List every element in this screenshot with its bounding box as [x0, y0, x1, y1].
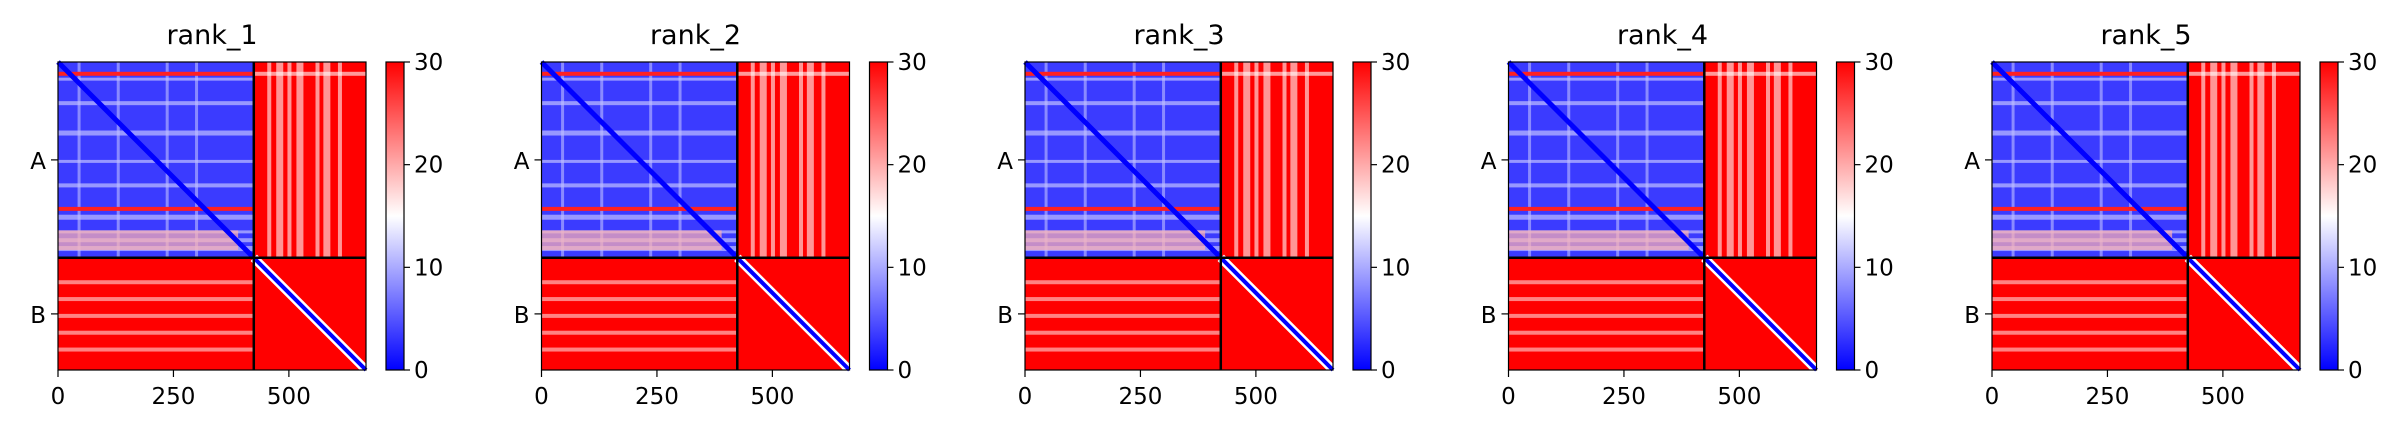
chain-ba-block	[1508, 280, 1705, 352]
panel-4: rank_4 A B 0 250 500 0 10 20 30	[1481, 20, 1894, 410]
chain-ba-block	[1025, 280, 1221, 352]
colorbar-gradient	[1352, 61, 1372, 371]
y-tick-label: A	[1964, 149, 1980, 175]
x-tick-label: 0	[1501, 384, 1516, 410]
x-tick-label: 250	[1602, 384, 1646, 410]
heatmap	[539, 60, 853, 374]
panel-2: rank_2 A B 0 250 500 0 10 20 30	[514, 20, 927, 410]
chain-ab-block	[1704, 62, 1817, 258]
x-tick-label: 500	[1234, 384, 1278, 410]
y-tick-label: A	[30, 149, 46, 175]
colorbar-tick-label: 0	[898, 358, 913, 384]
colorbar: 0 10 20 30	[1352, 50, 1410, 384]
chain-ba-block	[541, 280, 738, 352]
colorbar-tick-label: 0	[414, 358, 429, 384]
colorbar: 0 10 20 30	[2319, 50, 2377, 384]
chain-b-block	[2184, 254, 2304, 374]
colorbar-tick-label: 20	[1865, 153, 1894, 179]
y-tick-label: A	[997, 149, 1013, 175]
chain-a-block	[1990, 60, 2190, 260]
panel-title: rank_5	[2100, 20, 2191, 51]
panel-title: rank_2	[650, 20, 741, 51]
chain-ab-block	[1220, 62, 1333, 258]
colorbar-tick-label: 20	[1381, 153, 1410, 179]
y-tick-label: B	[514, 303, 530, 329]
colorbar-tick-label: 10	[2348, 255, 2377, 281]
chain-a-block	[539, 60, 740, 260]
x-tick-label: 500	[267, 384, 311, 410]
heatmap	[1506, 60, 1820, 374]
colorbar: 0 10 20 30	[385, 50, 443, 384]
panel-title: rank_1	[166, 20, 257, 51]
chain-ba-block	[1992, 280, 2188, 352]
heatmap-frame	[57, 61, 367, 371]
x-tick-label: 250	[2085, 384, 2129, 410]
colorbar-tick-label: 10	[898, 255, 927, 281]
heatmap-frame	[1991, 61, 2301, 371]
y-tick-label: A	[514, 149, 530, 175]
x-tick-label: 250	[635, 384, 679, 410]
colorbar-gradient	[2319, 61, 2339, 371]
chain-ab-block	[253, 62, 366, 258]
heatmap-frame	[1507, 61, 1818, 371]
heatmap	[1990, 60, 2304, 374]
chain-a-block	[1506, 60, 1707, 260]
colorbar-gradient	[385, 61, 405, 371]
colorbar-tick-label: 10	[1865, 255, 1894, 281]
chain-ba-block	[58, 280, 254, 352]
colorbar-tick-label: 20	[2348, 153, 2377, 179]
colorbar-gradient	[868, 61, 889, 371]
colorbar-tick-label: 0	[2348, 358, 2363, 384]
chain-a-block	[56, 60, 256, 260]
chain-a-block	[1023, 60, 1223, 260]
x-tick-label: 500	[750, 384, 794, 410]
y-tick-label: B	[1964, 303, 1980, 329]
colorbar-tick-label: 0	[1381, 358, 1396, 384]
panel-title: rank_4	[1617, 20, 1708, 51]
x-tick-label: 500	[2201, 384, 2245, 410]
heatmap-frame	[540, 61, 851, 371]
colorbar-tick-label: 0	[1865, 358, 1880, 384]
colorbar-tick-label: 30	[898, 50, 927, 76]
x-tick-label: 250	[1118, 384, 1162, 410]
panel-title: rank_3	[1133, 20, 1224, 51]
y-tick-label: B	[30, 303, 46, 329]
chain-b-block	[1217, 254, 1337, 374]
colorbar-tick-label: 30	[2348, 50, 2377, 76]
y-tick-label: B	[997, 303, 1013, 329]
colorbar-tick-label: 30	[1381, 50, 1410, 76]
y-tick-label: A	[1481, 149, 1497, 175]
panel-5: rank_5 A B 0 250 500 0 10 20 30	[1964, 20, 2377, 410]
x-tick-label: 250	[151, 384, 195, 410]
colorbar-tick-label: 10	[1381, 255, 1410, 281]
chain-ab-block	[2187, 62, 2300, 258]
x-tick-label: 500	[1717, 384, 1761, 410]
x-tick-label: 0	[1018, 384, 1033, 410]
colorbar: 0 10 20 30	[868, 50, 927, 384]
colorbar-tick-label: 20	[898, 153, 927, 179]
chain-ab-block	[737, 62, 850, 258]
colorbar-gradient	[1835, 61, 1856, 371]
colorbar-tick-label: 30	[414, 50, 443, 76]
x-tick-label: 0	[51, 384, 66, 410]
heatmap-frame	[1024, 61, 1334, 371]
x-tick-label: 0	[534, 384, 549, 410]
chain-b-block	[734, 254, 853, 374]
colorbar-tick-label: 20	[414, 153, 443, 179]
panel-1: rank_1 A B 0 250 500 0 10 20 30	[30, 20, 443, 410]
y-tick-label: B	[1481, 303, 1497, 329]
chain-b-block	[1701, 254, 1820, 374]
panel-3: rank_3 A B 0 250 500 0 10 20 30	[997, 20, 1410, 410]
colorbar: 0 10 20 30	[1835, 50, 1894, 384]
heatmap	[56, 60, 370, 374]
x-tick-label: 0	[1985, 384, 2000, 410]
colorbar-tick-label: 10	[414, 255, 443, 281]
heatmap	[1023, 60, 1337, 374]
chain-b-block	[250, 254, 370, 374]
colorbar-tick-label: 30	[1865, 50, 1894, 76]
